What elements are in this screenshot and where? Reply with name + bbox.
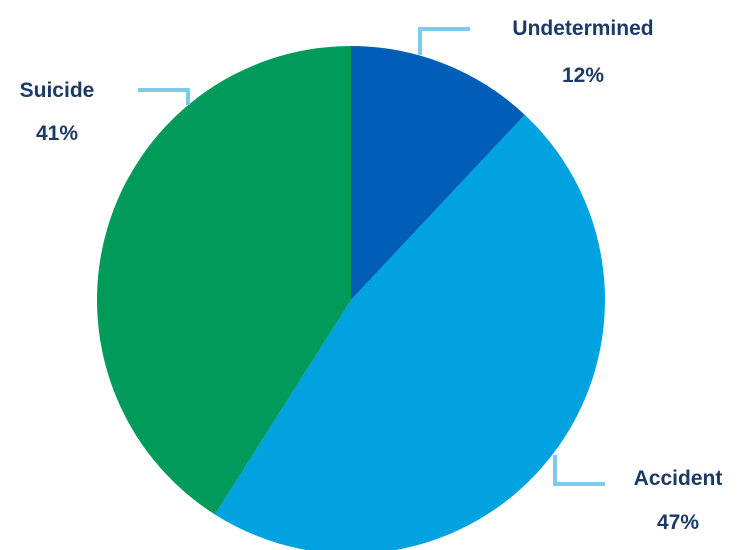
pie-slices [96, 46, 605, 550]
leader-line-accident [553, 455, 605, 486]
pie-slice-accident [214, 114, 605, 550]
slice-value-suicide: 41% [36, 122, 78, 145]
slice-label-undetermined: Undetermined [512, 17, 653, 40]
slice-label-accident: Accident [634, 467, 723, 490]
leader-line-undetermined [418, 27, 470, 55]
pie-slice-suicide [96, 46, 351, 515]
leader-line-suicide [138, 88, 190, 105]
slice-label-suicide: Suicide [20, 79, 95, 102]
slice-value-undetermined: 12% [562, 64, 604, 87]
pie-slice-undetermined [351, 46, 525, 300]
slice-value-accident: 47% [657, 511, 699, 534]
